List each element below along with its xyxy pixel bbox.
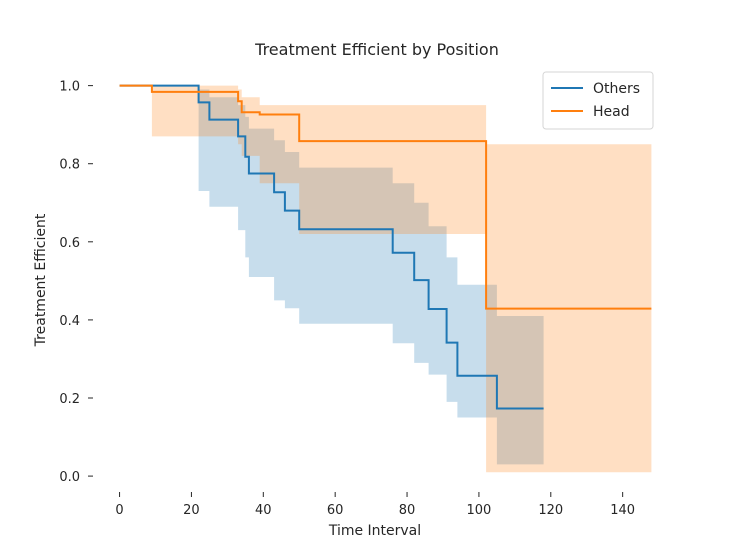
legend-label-head: Head — [593, 104, 630, 120]
y-tick-label: 0.2 — [59, 392, 80, 407]
y-tick-label: 0.0 — [59, 470, 80, 485]
x-tick-label: 20 — [183, 503, 200, 518]
y-tick-label: 0.4 — [59, 314, 80, 329]
legend-label-others: Others — [593, 81, 640, 97]
x-tick-label: 140 — [610, 503, 635, 518]
chart-title: Treatment Efficient by Position — [254, 40, 499, 59]
y-tick-label: 0.6 — [59, 236, 80, 251]
x-tick-label: 60 — [327, 503, 344, 518]
y-tick-label: 0.8 — [59, 158, 80, 173]
x-tick-label: 100 — [467, 503, 492, 518]
x-tick-label: 80 — [399, 503, 416, 518]
legend-frame — [542, 71, 654, 130]
x-axis-label: Time Interval — [328, 523, 421, 539]
y-tick-label: 1.0 — [59, 80, 80, 95]
ci-band-head — [119, 85, 652, 473]
confidence-bands — [119, 85, 652, 473]
x-tick-label: 40 — [255, 503, 272, 518]
legend: Others Head — [542, 71, 654, 130]
series-line-head — [119, 84, 652, 310]
y-axis-label: Treatment Efficient — [33, 213, 49, 347]
survival-lines — [119, 84, 652, 410]
axes: 0 20 40 60 80 100 120 140 0.0 0.2 0.4 0.6 0.8 1.0 — [59, 80, 635, 518]
ci-band-others — [119, 85, 544, 465]
x-tick-label: 120 — [538, 503, 563, 518]
x-tick-label: 0 — [115, 503, 123, 518]
series-line-others — [119, 84, 544, 410]
